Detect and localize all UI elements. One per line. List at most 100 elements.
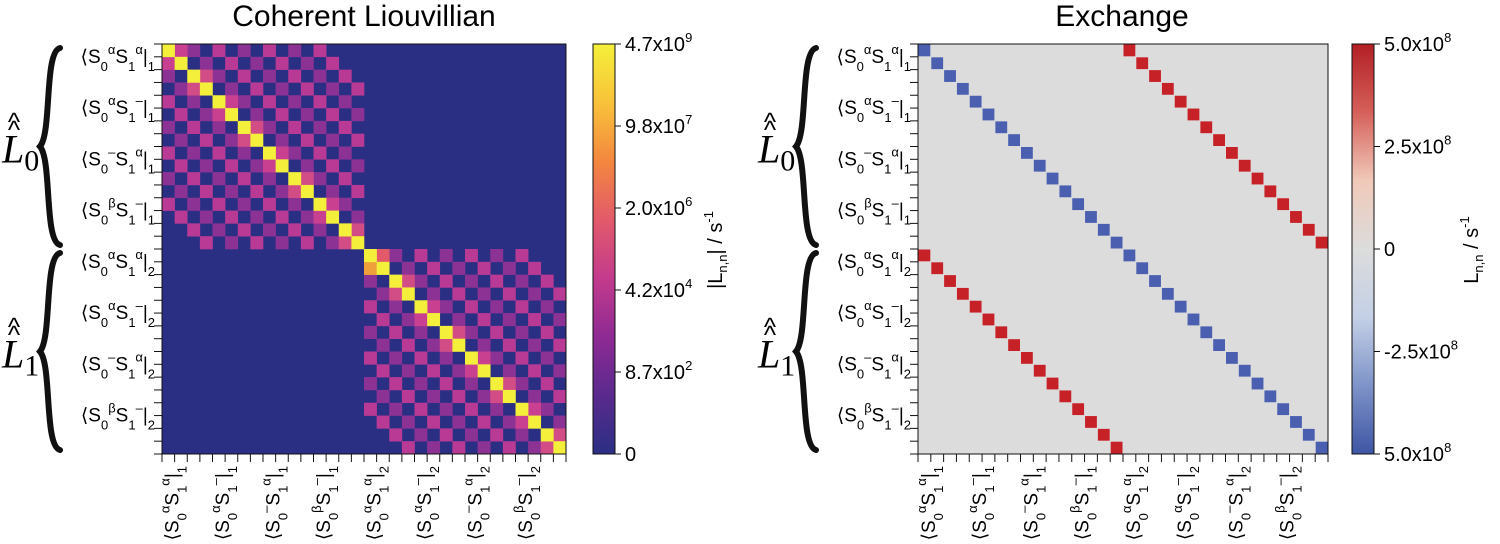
row-label-part: 0 (857, 418, 864, 433)
col-label: ⟨S0βS1–|2 (1273, 466, 1305, 539)
row-label-part: S (871, 149, 884, 170)
col-label-part: | (1278, 473, 1299, 478)
row-label-part: – (864, 144, 872, 159)
heatmap-cell (326, 197, 340, 211)
heatmap-cell (1046, 172, 1059, 185)
col-label-part: 0 (982, 513, 997, 520)
col-label-part: 0 (1290, 513, 1305, 520)
heatmap-cell (338, 197, 352, 211)
heatmap-cell (439, 300, 453, 314)
col-label-part: ⟨S (919, 520, 940, 539)
heatmap-cell (528, 287, 542, 301)
row-label-part: ⟨S (81, 98, 101, 119)
heatmap-cell (199, 69, 213, 83)
heatmap-cell (263, 95, 276, 109)
col-label-part: 1 (276, 466, 291, 473)
heatmap-cell (199, 82, 213, 96)
heatmap-cell (389, 351, 403, 365)
heatmap-cell (401, 415, 415, 429)
heatmap-cell (389, 402, 403, 416)
heatmap-cell (540, 402, 554, 416)
heatmap-cell (389, 428, 403, 442)
heatmap-cell (1008, 134, 1020, 146)
col-label-part: α (1119, 478, 1134, 486)
row-labels-right: ⟨S0αS1α|1⟨S0αS1–|1⟨S0–S1α|1⟨S0βS1–|1⟨S0α… (837, 42, 911, 433)
heatmap-cell (199, 210, 213, 224)
heatmap-cell (1059, 390, 1072, 403)
colorbar-tick-exp: 4 (685, 276, 692, 291)
col-label-part: 1 (175, 466, 190, 473)
heatmap-cell (465, 300, 478, 314)
heatmap-cell (250, 184, 264, 199)
col-label-part: | (1226, 473, 1247, 478)
heatmap-cell (477, 441, 491, 455)
row-label-part: S (116, 98, 129, 119)
col-label-part: ⟨S (1175, 520, 1196, 539)
heatmap-cell (389, 300, 403, 314)
block-braces-left: L0^^L1^^ (1, 45, 63, 453)
row-label-part: | (899, 47, 904, 68)
row-label-part: – (892, 93, 900, 108)
heatmap-cell (490, 325, 504, 339)
block-label: L0 (757, 127, 795, 178)
heatmap-cell (225, 236, 239, 250)
row-label-part: α (108, 298, 116, 313)
col-label-part: ⟨S (1278, 520, 1299, 539)
colorbar-tick-mantissa: 9.8x10 (625, 116, 685, 138)
row-label-part: 1 (884, 213, 891, 228)
heatmap-cell (250, 159, 264, 173)
heatmap-cell (364, 351, 377, 365)
heatmap-cell (364, 325, 377, 339)
heatmap-cell (338, 236, 352, 250)
heatmap-cell (313, 172, 327, 186)
heatmap-cell (187, 120, 201, 134)
col-label-part: S (213, 493, 234, 506)
col-label: ⟨S0αS1–|2 (1170, 466, 1202, 539)
heatmap-cell (162, 120, 175, 134)
col-label-part: | (264, 473, 285, 478)
col-label-part: 0 (377, 513, 392, 520)
heatmap-cell (502, 377, 516, 391)
heatmap-cell (376, 389, 390, 404)
row-label-part: ⟨S (837, 406, 857, 427)
heatmap-cell (300, 236, 314, 250)
heatmap-cell (364, 249, 377, 263)
colorbar-tick-mantissa: 5.0x10 (1384, 444, 1444, 466)
block-label-sub: 1 (780, 350, 795, 383)
col-label-part: | (1021, 473, 1042, 478)
row-label: ⟨S0αS1α|2 (837, 247, 911, 279)
row-label-part: 2 (904, 418, 911, 433)
row-label-part: 1 (148, 59, 155, 74)
heatmap-cell (263, 120, 276, 134)
heatmap-cell (1033, 159, 1046, 172)
heatmap-cell (401, 441, 415, 455)
col-label-part: S (466, 493, 487, 506)
heatmap-cell (427, 287, 441, 301)
col-labels-left: ⟨S0αS1α|1⟨S0αS1–|1⟨S0–S1α|1⟨S0βS1–|1⟨S0α… (158, 466, 544, 540)
heatmap-cell (351, 108, 365, 122)
heatmap-cell (490, 300, 504, 314)
heatmap-cell (212, 69, 226, 83)
col-label-part: 1 (1033, 486, 1048, 493)
colorbar-tick-exp: 8 (1444, 440, 1451, 455)
col-label-part: 1 (982, 466, 997, 473)
heatmap-cell (288, 95, 302, 109)
row-label-part: ⟨S (837, 98, 857, 119)
heatmap-cell (401, 338, 415, 352)
row-label-part: S (116, 201, 129, 222)
heatmap-cell (515, 377, 529, 391)
heatmap-cell (351, 159, 365, 173)
col-label-part: – (208, 477, 223, 485)
heatmap-cell (389, 377, 403, 391)
heatmap-cell (250, 108, 264, 122)
row-label-part: ⟨S (837, 252, 857, 273)
colorbar-tick-mantissa: 4.7x10 (625, 34, 685, 56)
heatmap-cell (427, 300, 441, 314)
heatmap-cell (288, 146, 302, 160)
row-label-part: S (872, 201, 885, 222)
heatmap-cell (427, 364, 441, 378)
row-label-part: α (108, 42, 116, 57)
heatmap-cell (502, 287, 516, 301)
heatmap-cell (401, 287, 415, 301)
